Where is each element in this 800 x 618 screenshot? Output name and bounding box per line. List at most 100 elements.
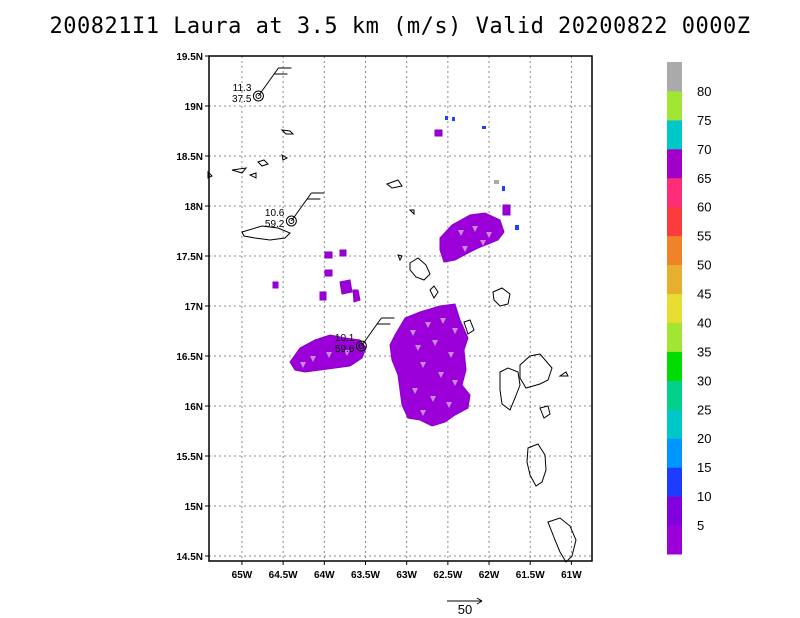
y-tick-label: 17.5N: [176, 252, 203, 263]
data-fill: [272, 116, 519, 427]
data-speckle: [446, 402, 452, 408]
data-speckle: [415, 345, 421, 351]
colorbar-segment: [667, 380, 682, 410]
y-tick-label: 18N: [185, 202, 203, 213]
coastline: [526, 443, 547, 487]
colorbar-label: 25: [697, 402, 711, 417]
barb-station-inner: [288, 218, 295, 224]
coastline: [547, 517, 577, 563]
coastline: [492, 287, 511, 307]
x-tick-label: 62.5W: [433, 570, 462, 581]
barb-station: [355, 340, 367, 352]
y-tick-label: 15.5N: [176, 452, 203, 463]
colorbar-segment: [667, 62, 682, 92]
y-tick-label: 18.5N: [176, 152, 203, 163]
data-dot: [515, 225, 519, 230]
barb-station: [285, 215, 297, 227]
chart-title: 200821I1 Laura at 3.5 km (m/s) Valid 202…: [49, 14, 751, 39]
colorbar: 5 10 15 20 25 30 35 40 45 50 55 60 65 70 75 80: [667, 62, 711, 555]
data-speckle: [448, 352, 454, 358]
x-tick-label: 61W: [561, 570, 582, 581]
colorbar-label: 60: [697, 200, 711, 215]
x-tick-label: 61.5W: [516, 570, 545, 581]
wind-barbs: 11.337.5 10.659.2 10.159.6: [232, 67, 395, 355]
data-speckle: [425, 322, 431, 328]
data-speckle: [430, 396, 436, 402]
colorbar-label: 40: [697, 315, 711, 330]
data-region: [339, 279, 353, 295]
colorbar-segment: [667, 322, 682, 352]
coastline: [248, 172, 257, 179]
colorbar-label: 10: [697, 489, 711, 504]
data-speckle: [300, 362, 306, 368]
data-speckle: [432, 340, 438, 346]
coastline: [257, 159, 269, 167]
y-tick-label: 16.5N: [176, 352, 203, 363]
barb-staff: [258, 67, 279, 97]
y-tick-label: 14.5N: [176, 552, 203, 563]
colorbar-segment: [667, 264, 682, 295]
colorbar-label: 5: [697, 518, 704, 533]
data-speckle: [452, 328, 458, 334]
coastline: [281, 153, 289, 161]
reference-vector-label: 50: [458, 602, 472, 617]
data-dot: [445, 116, 448, 120]
data-speckle: [438, 372, 444, 378]
x-tick-label: 64.5W: [269, 570, 298, 581]
data-dot: [502, 186, 505, 191]
x-axis-ticks: 65W 64.5W 64W 63.5W 63W 62.5W 62W 61.5W 61W: [232, 561, 582, 581]
colorbar-label: 55: [697, 229, 711, 244]
coastlines: [207, 129, 577, 563]
barb-label-bottom: 59.6: [335, 344, 355, 355]
colorbar-label: 70: [697, 142, 711, 157]
data-speckle: [420, 410, 426, 416]
data-region: [434, 129, 443, 137]
colorbar-segment: [667, 438, 682, 468]
y-tick-label: 19.5N: [176, 52, 203, 63]
coastline: [408, 209, 415, 216]
data-region: [319, 291, 327, 301]
x-tick-label: 65W: [232, 570, 253, 581]
coastline: [463, 319, 475, 335]
colorbar-segment: [667, 148, 682, 179]
data-speckle: [472, 226, 478, 232]
x-tick-label: 64W: [314, 570, 335, 581]
y-tick-label: 16N: [185, 402, 203, 413]
coastline: [231, 167, 248, 174]
coastline: [207, 170, 213, 179]
colorbar-segment: [667, 293, 682, 323]
barb-station-inner: [358, 343, 365, 349]
x-tick-label: 62W: [479, 570, 500, 581]
plot-frame: [208, 55, 593, 562]
colorbar-label: 50: [697, 258, 711, 273]
data-region: [324, 251, 333, 259]
data-speckle: [310, 356, 316, 362]
colorbar-label: 75: [697, 113, 711, 128]
data-speckle: [440, 318, 446, 324]
colorbar-label: 20: [697, 431, 711, 446]
reference-arrow-head: [476, 597, 483, 605]
data-speckle: [412, 388, 418, 394]
data-region: [502, 204, 511, 216]
barb-label-bottom: 37.5: [232, 94, 252, 105]
data-dot: [482, 126, 486, 129]
data-speckle: [486, 232, 492, 238]
colorbar-segment: [667, 351, 682, 381]
data-speckle: [480, 240, 486, 246]
coastline: [539, 405, 551, 419]
data-speckle: [452, 380, 458, 386]
colorbar-segment: [667, 467, 682, 497]
colorbar-segment: [667, 90, 682, 121]
coastline: [385, 179, 403, 189]
y-axis-ticks: 14.5N 15N 15.5N 16N 16.5N 17N 17.5N 18N 18.5N 19N…: [176, 52, 209, 563]
coastline: [409, 257, 431, 281]
reference-vector: 50: [447, 597, 483, 617]
colorbar-label: 15: [697, 460, 711, 475]
barb-staff: [290, 192, 312, 222]
coastline: [241, 225, 291, 241]
data-region: [352, 289, 361, 303]
data-speckle: [462, 246, 468, 252]
colorbar-segment: [667, 525, 682, 555]
colorbar-label: 80: [697, 84, 711, 99]
